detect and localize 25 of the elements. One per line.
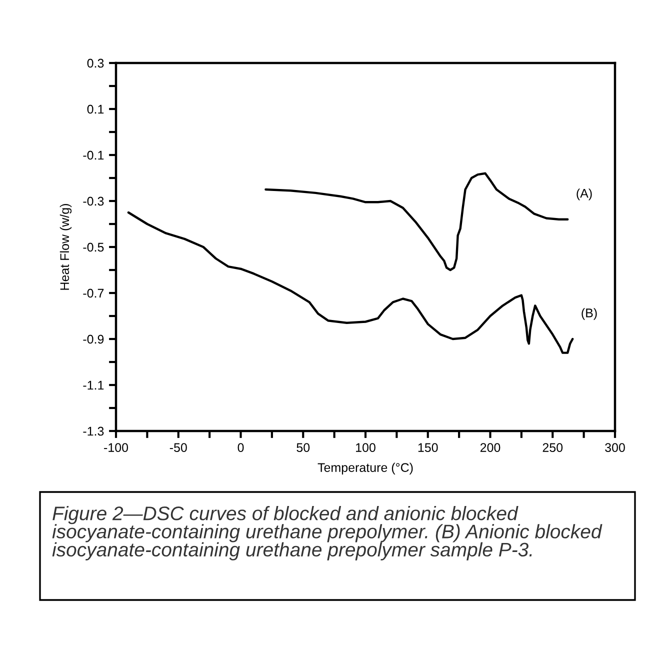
y-tick-label: -1.1 bbox=[83, 380, 104, 390]
x-tick-label: 100 bbox=[356, 443, 376, 452]
x-tick-label: 200 bbox=[480, 443, 500, 452]
x-tick-label: 150 bbox=[418, 443, 438, 452]
y-tick-label: -0.3 bbox=[83, 196, 104, 206]
series-label: (A) bbox=[576, 188, 592, 200]
y-tick-label: 0.1 bbox=[87, 104, 104, 114]
y-axis-title: Heat Flow (w/g) bbox=[60, 204, 72, 290]
x-tick-label: 300 bbox=[605, 443, 625, 452]
series-label: (B) bbox=[582, 308, 597, 320]
x-tick-label: 50 bbox=[296, 443, 310, 452]
y-tick-label: -0.7 bbox=[83, 288, 104, 298]
x-axis-title: Temperature (°C) bbox=[318, 462, 413, 474]
x-tick-label: -100 bbox=[104, 443, 128, 452]
y-tick-label: -0.1 bbox=[83, 150, 104, 160]
y-tick-label: 0.3 bbox=[87, 58, 104, 68]
caption: Figure 2—DSC curves of blocked and anionic blocked isocyanate-containing urethane prepolymer. (B) Anionic blocked isocyanate-containing urethane prepolymer sample P-3. bbox=[52, 506, 602, 560]
x-tick-label: -50 bbox=[170, 443, 187, 452]
y-tick-label: -0.9 bbox=[83, 334, 104, 344]
line-series bbox=[127, 211, 574, 354]
y-tick-label: -1.3 bbox=[83, 426, 104, 436]
line-series bbox=[264, 172, 569, 272]
x-tick-label: 250 bbox=[542, 443, 563, 452]
x-tick-label: 0 bbox=[238, 443, 244, 452]
y-tick-label: -0.5 bbox=[83, 242, 104, 252]
